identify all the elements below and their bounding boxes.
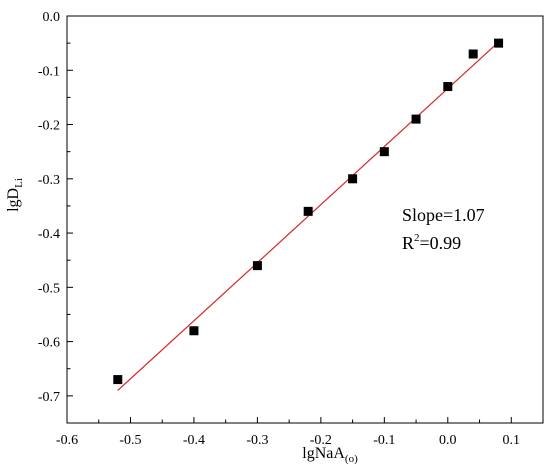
y-tick-label: 0.0 xyxy=(43,10,61,25)
data-point xyxy=(113,375,123,385)
y-tick-label: -0.7 xyxy=(38,390,60,405)
x-tick-label: -0.1 xyxy=(373,433,395,448)
plot-frame xyxy=(66,15,544,424)
x-tick-label: -0.2 xyxy=(310,433,332,448)
y-tick-label: -0.4 xyxy=(38,227,60,242)
slope-annotation: Slope=1.07 xyxy=(402,205,485,225)
data-point xyxy=(303,206,313,216)
y-tick-label: -0.2 xyxy=(38,119,60,134)
x-tick-label: -0.6 xyxy=(56,433,78,448)
x-axis-ticks: -0.6 -0.5 -0.4 -0.3 -0.2 -0.1 0.0 0.1 xyxy=(56,417,544,448)
data-points xyxy=(113,38,504,385)
plot-border xyxy=(66,15,544,424)
data-point xyxy=(468,49,478,59)
data-point xyxy=(494,38,504,48)
y-tick-label: -0.1 xyxy=(38,64,60,79)
y-tick-label: -0.5 xyxy=(38,281,60,296)
data-point xyxy=(348,174,358,184)
x-tick-label: 0.0 xyxy=(439,433,457,448)
y-tick-label: -0.6 xyxy=(38,336,60,351)
fit-line-layer xyxy=(117,41,499,391)
x-tick-label: -0.5 xyxy=(119,433,141,448)
x-tick-label: -0.4 xyxy=(183,433,205,448)
x-tick-label: -0.3 xyxy=(246,433,268,448)
x-axis-title: lgNaA(o) xyxy=(302,445,358,465)
r-squared-annotation: R2=0.99 xyxy=(402,232,461,253)
y-tick-label: -0.3 xyxy=(38,173,60,188)
y-axis-title: lgDLi xyxy=(5,178,25,212)
data-point xyxy=(252,261,262,271)
data-point xyxy=(411,114,421,124)
y-axis-ticks: 0.0 -0.1 -0.2 -0.3 -0.4 -0.5 -0.6 -0.7 xyxy=(38,10,73,424)
data-point xyxy=(379,147,389,157)
data-point xyxy=(443,82,453,92)
fit-line xyxy=(117,41,499,391)
data-point xyxy=(189,326,199,336)
x-tick-label: 0.1 xyxy=(503,433,521,448)
